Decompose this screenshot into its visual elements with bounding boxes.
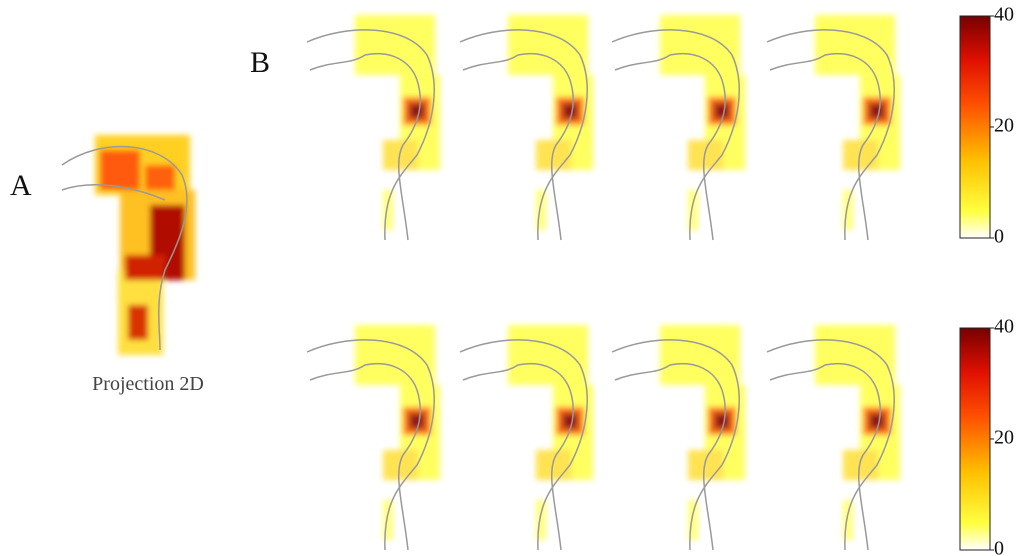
slice-heatmap [307,15,440,240]
slice-heatmap [460,15,593,240]
slice-heatmap [460,325,593,550]
slice-heatmap [767,15,900,240]
slice-heatmap [307,325,440,550]
colorbar [959,15,991,239]
slice-heatmap [767,325,900,550]
slice-panels [307,15,900,550]
colorbar-tick-label: 20 [994,115,1014,137]
panel-label: A [10,169,32,202]
panel-label: B [250,46,270,79]
colorbar-tick-label: 40 [994,316,1014,338]
colorbar [959,327,991,551]
projection-heatmap [61,135,195,355]
colorbar-tick-label: 0 [994,226,1004,248]
colorbar-tick-label: 0 [994,538,1004,556]
slice-heatmap [612,15,745,240]
slice-heatmap [612,325,745,550]
colorbar-tick-label: 20 [994,427,1014,449]
colorbar-tick-label: 40 [994,4,1014,26]
caption: Projection 2D [92,373,204,395]
